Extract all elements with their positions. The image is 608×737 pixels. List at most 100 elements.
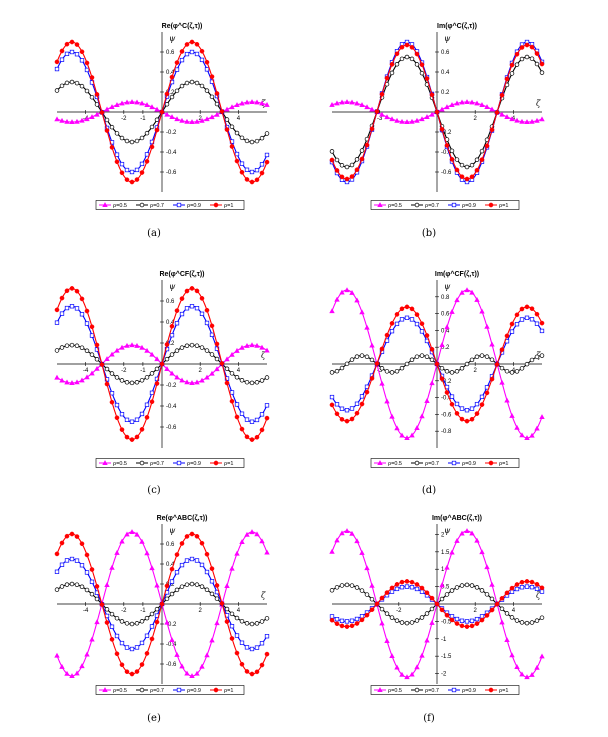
data-point xyxy=(64,80,70,86)
data-point xyxy=(189,304,195,309)
data-point xyxy=(189,531,195,537)
data-point xyxy=(249,342,255,348)
y-axis-label: ψ xyxy=(444,34,451,43)
data-point xyxy=(354,401,360,406)
data-point xyxy=(234,374,240,380)
data-point xyxy=(194,379,200,385)
data-point xyxy=(344,408,350,413)
data-point xyxy=(54,320,60,325)
data-point xyxy=(424,611,430,616)
data-point xyxy=(379,606,385,612)
data-point xyxy=(134,417,140,422)
data-point xyxy=(64,582,70,587)
data-point xyxy=(334,621,340,627)
data-point xyxy=(164,346,170,352)
data-point xyxy=(59,117,65,123)
data-point xyxy=(234,347,240,353)
data-point xyxy=(354,585,360,590)
panel-caption: (e) xyxy=(147,713,161,724)
data-point xyxy=(179,663,185,669)
data-point xyxy=(334,411,340,417)
legend-label: ρ=0.5 xyxy=(388,461,402,467)
data-point xyxy=(369,596,375,602)
data-point xyxy=(339,289,345,295)
data-point xyxy=(439,596,445,602)
data-point xyxy=(469,99,475,105)
data-point xyxy=(229,371,235,376)
data-point xyxy=(354,297,360,303)
legend-marker xyxy=(451,687,457,693)
data-point xyxy=(74,288,80,294)
data-point xyxy=(249,646,255,652)
data-point xyxy=(164,91,170,97)
data-point xyxy=(59,57,65,62)
data-point xyxy=(144,159,150,164)
y-tick-label: -0.4 xyxy=(441,150,452,156)
data-point xyxy=(234,102,240,108)
data-point xyxy=(409,585,415,590)
data-point xyxy=(169,370,175,376)
data-point xyxy=(354,538,360,544)
data-point xyxy=(329,102,335,107)
data-point xyxy=(419,585,425,591)
data-point xyxy=(529,317,535,322)
data-point xyxy=(154,619,160,625)
data-point xyxy=(399,317,405,322)
data-point xyxy=(214,583,220,588)
data-point xyxy=(399,620,405,625)
data-point xyxy=(454,411,460,416)
data-point xyxy=(159,601,165,607)
data-point xyxy=(439,376,445,382)
data-point xyxy=(459,99,465,105)
data-point xyxy=(409,432,415,438)
data-point xyxy=(459,416,465,422)
x-tick-label: 4 xyxy=(512,608,516,614)
data-point xyxy=(179,296,185,301)
data-point xyxy=(344,287,350,293)
y-tick-label: -0.6 xyxy=(166,425,177,431)
data-point xyxy=(369,342,375,348)
data-point xyxy=(424,590,430,596)
data-point xyxy=(169,114,175,120)
data-point xyxy=(199,663,205,669)
data-point xyxy=(109,637,115,642)
data-point xyxy=(504,333,510,339)
legend-marker xyxy=(139,460,145,466)
x-tick-label: -1 xyxy=(140,368,146,374)
data-point xyxy=(74,42,80,47)
data-point xyxy=(394,312,400,317)
data-point xyxy=(204,587,210,593)
data-point xyxy=(209,323,215,329)
data-point xyxy=(154,366,160,372)
y-tick-label: 0.8 xyxy=(441,295,450,301)
data-point xyxy=(489,106,495,112)
data-point xyxy=(539,320,545,326)
data-point xyxy=(119,135,125,141)
data-point xyxy=(84,587,90,593)
data-point xyxy=(534,618,540,623)
panel-caption: (c) xyxy=(147,485,161,496)
data-point xyxy=(524,620,530,626)
y-tick-label: -0.4 xyxy=(166,642,177,648)
data-point xyxy=(524,42,530,48)
data-point xyxy=(209,332,215,337)
data-point xyxy=(114,152,120,157)
data-point xyxy=(139,538,145,544)
series-ρ=1 xyxy=(54,531,270,677)
data-point xyxy=(524,584,530,589)
data-point xyxy=(454,538,460,543)
data-point xyxy=(479,308,485,314)
data-point xyxy=(224,106,230,112)
data-point xyxy=(199,540,205,546)
data-point xyxy=(74,118,80,124)
data-point xyxy=(194,80,200,86)
data-point xyxy=(339,174,345,180)
data-point xyxy=(214,101,220,107)
data-point xyxy=(244,138,250,144)
data-point xyxy=(539,353,545,358)
data-point xyxy=(444,612,450,618)
data-point xyxy=(334,402,340,407)
data-point xyxy=(469,530,475,536)
y-tick-label: 2 xyxy=(441,532,445,538)
data-point xyxy=(74,80,80,86)
